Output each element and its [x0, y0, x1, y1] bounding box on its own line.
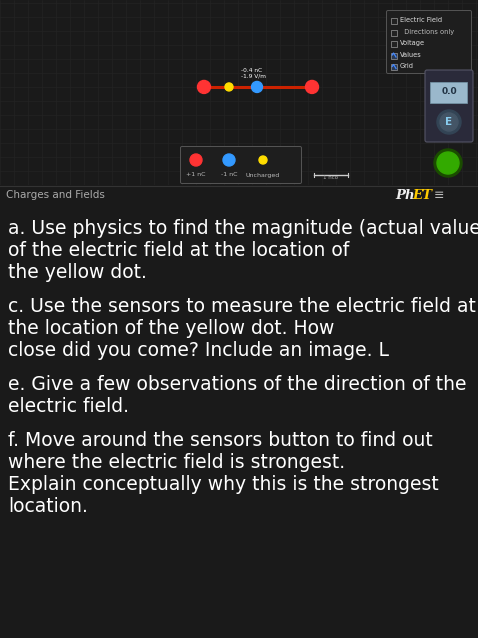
FancyBboxPatch shape	[391, 29, 397, 36]
Text: Electric Field: Electric Field	[400, 17, 442, 24]
Text: ET: ET	[412, 188, 432, 202]
FancyBboxPatch shape	[431, 82, 467, 103]
FancyBboxPatch shape	[391, 18, 397, 24]
Text: the yellow dot.: the yellow dot.	[8, 263, 147, 282]
Circle shape	[437, 152, 459, 174]
Text: Directions only: Directions only	[400, 29, 454, 35]
Text: of the electric field at the location of: of the electric field at the location of	[8, 241, 349, 260]
Text: -0.4 nC
-1.9 V/m: -0.4 nC -1.9 V/m	[241, 68, 266, 79]
Circle shape	[437, 110, 461, 134]
Text: +1 nC: +1 nC	[186, 172, 206, 177]
Text: ≡: ≡	[430, 188, 445, 202]
FancyBboxPatch shape	[391, 64, 397, 70]
Circle shape	[190, 154, 202, 166]
Circle shape	[251, 82, 262, 93]
Text: 0.0: 0.0	[441, 87, 457, 96]
Circle shape	[434, 149, 462, 177]
FancyBboxPatch shape	[425, 70, 473, 142]
Circle shape	[225, 83, 233, 91]
Circle shape	[259, 156, 267, 164]
Text: electric field.: electric field.	[8, 397, 129, 416]
Text: 1 nco: 1 nco	[324, 175, 338, 180]
Text: a. Use physics to find the magnitude (actual value): a. Use physics to find the magnitude (ac…	[8, 219, 478, 238]
FancyBboxPatch shape	[391, 52, 397, 59]
Text: c. Use the sensors to measure the electric field at: c. Use the sensors to measure the electr…	[8, 297, 476, 316]
Text: -1 nC: -1 nC	[221, 172, 237, 177]
Text: close did you come? Include an image. L: close did you come? Include an image. L	[8, 341, 389, 360]
FancyBboxPatch shape	[391, 41, 397, 47]
Text: Charges and Fields: Charges and Fields	[6, 190, 105, 200]
Text: Uncharged: Uncharged	[246, 172, 280, 177]
Text: location.: location.	[8, 497, 88, 516]
Text: where the electric field is strongest.: where the electric field is strongest.	[8, 454, 345, 472]
Text: Explain conceptually why this is the strongest: Explain conceptually why this is the str…	[8, 475, 439, 494]
Circle shape	[440, 113, 458, 131]
Circle shape	[223, 154, 235, 166]
Text: E: E	[445, 117, 453, 127]
Circle shape	[305, 80, 318, 93]
Text: f. Move around the sensors button to find out: f. Move around the sensors button to fin…	[8, 431, 433, 450]
Text: e. Give a few observations of the direction of the: e. Give a few observations of the direct…	[8, 375, 467, 394]
FancyBboxPatch shape	[387, 10, 471, 73]
Text: the location of the yellow dot. How: the location of the yellow dot. How	[8, 319, 335, 338]
Text: Voltage: Voltage	[400, 40, 425, 47]
Circle shape	[197, 80, 210, 93]
Text: Ph: Ph	[395, 188, 414, 202]
Text: Values: Values	[400, 52, 422, 58]
Text: Grid: Grid	[400, 64, 414, 70]
FancyBboxPatch shape	[181, 147, 302, 184]
